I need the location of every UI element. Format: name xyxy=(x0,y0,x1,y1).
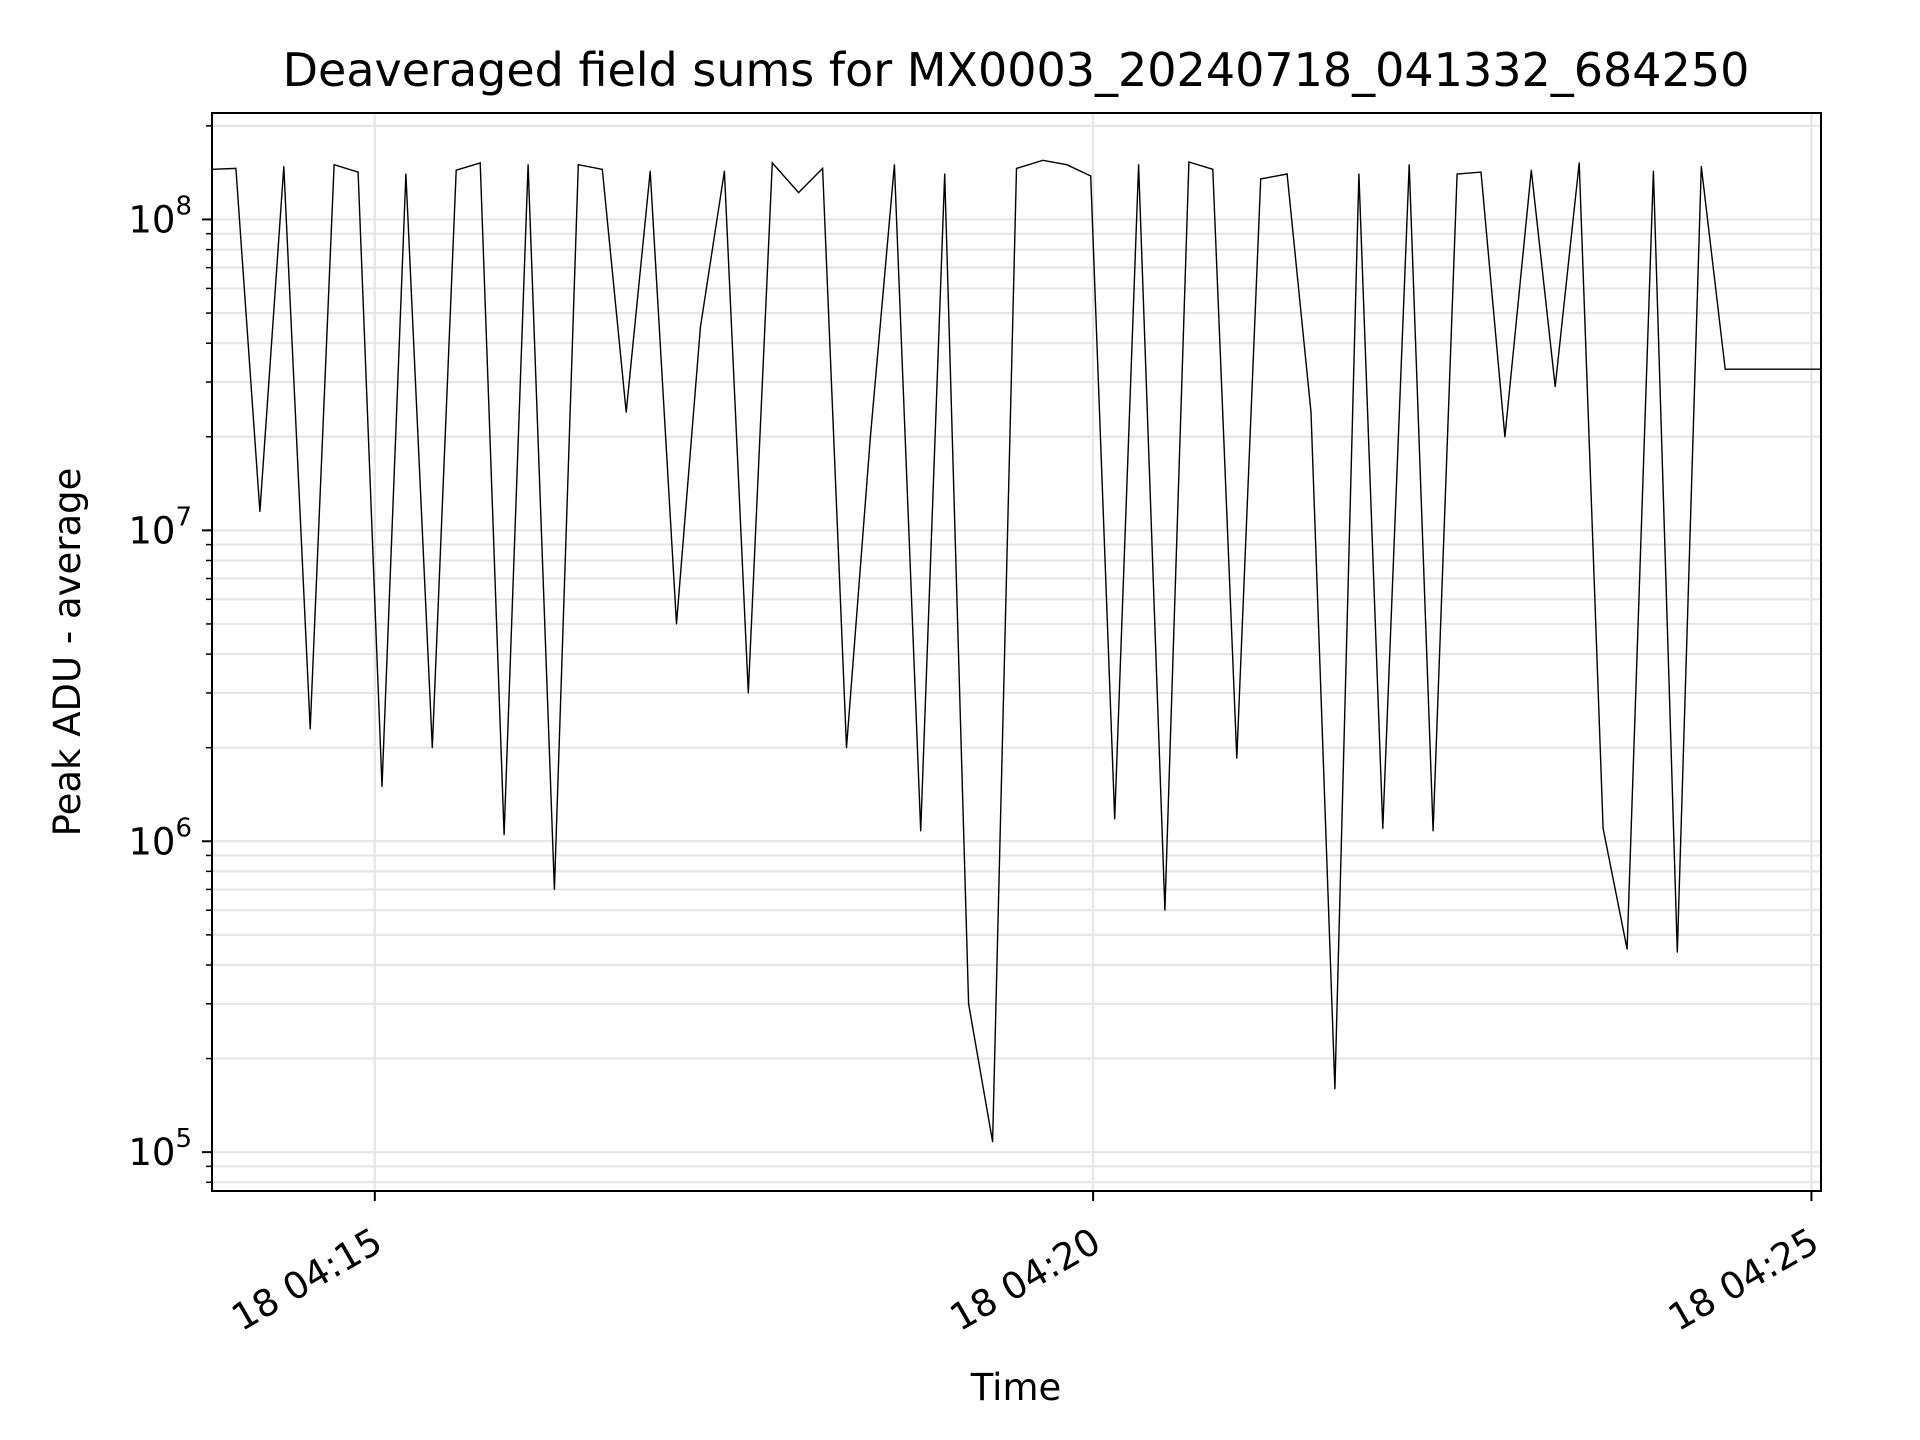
data-point xyxy=(944,173,946,175)
data-point xyxy=(259,510,261,513)
data-point xyxy=(577,164,579,166)
data-point xyxy=(1260,178,1262,180)
data-point xyxy=(845,747,848,749)
minor-gridlines xyxy=(212,124,1821,1184)
data-point xyxy=(968,1003,970,1005)
data-point xyxy=(1432,830,1434,832)
data-point xyxy=(1700,165,1702,168)
data-point xyxy=(1358,173,1360,175)
y-tick-label: 107 xyxy=(128,502,192,552)
data-point xyxy=(503,834,505,836)
data-point xyxy=(992,1141,994,1143)
data-point xyxy=(1578,162,1580,164)
data-point xyxy=(601,168,603,170)
data-point xyxy=(479,162,481,164)
data-point xyxy=(723,170,726,172)
major-gridlines xyxy=(212,113,1821,1191)
data-point xyxy=(455,169,457,171)
data-point xyxy=(1212,168,1214,170)
data-point xyxy=(1382,827,1384,830)
data-point xyxy=(1334,1088,1336,1090)
plot-area xyxy=(212,113,1821,1191)
data-point xyxy=(1480,171,1482,173)
data-point xyxy=(1626,948,1628,950)
series-line xyxy=(211,159,1821,1142)
data-point xyxy=(1652,170,1654,172)
data-point xyxy=(1286,173,1288,175)
data-point xyxy=(1015,167,1018,169)
data-point xyxy=(893,164,896,166)
y-tick-label: 108 xyxy=(128,191,192,241)
data-point xyxy=(1188,161,1190,163)
data-point xyxy=(527,164,529,166)
data-point xyxy=(1042,159,1044,161)
data-point xyxy=(675,623,678,625)
data-point xyxy=(649,170,651,172)
data-point xyxy=(235,167,237,169)
data-point xyxy=(869,436,872,438)
data-point xyxy=(381,785,383,788)
data-point xyxy=(1676,951,1678,953)
data-point xyxy=(822,167,824,169)
data-point xyxy=(333,164,335,166)
data-point xyxy=(1408,164,1410,166)
y-tick-label: 105 xyxy=(128,1124,192,1174)
data-point xyxy=(1164,909,1166,911)
data-point xyxy=(357,171,359,173)
data-point xyxy=(1504,436,1506,438)
data-point xyxy=(1456,173,1458,175)
data-point xyxy=(771,162,773,164)
y-tick-label: 106 xyxy=(128,813,192,863)
data-point xyxy=(553,888,556,891)
data-point xyxy=(625,411,627,413)
data-point xyxy=(1530,169,1532,171)
data-point xyxy=(431,747,433,749)
data-point xyxy=(1602,827,1604,830)
data-point xyxy=(747,692,749,694)
data-point xyxy=(1090,175,1092,177)
y-axis-label: Peak ADU - average xyxy=(46,468,89,837)
data-point xyxy=(920,830,922,832)
data-point xyxy=(405,173,407,175)
x-axis-label: Time xyxy=(970,1366,1062,1409)
data-point xyxy=(1310,411,1312,413)
axes-frame xyxy=(211,112,1822,1192)
data-point xyxy=(1236,757,1238,759)
data-point xyxy=(1066,164,1068,166)
y-axis-ticks: 105 106 107 108 xyxy=(128,125,212,1184)
data-point xyxy=(309,728,311,730)
data-point xyxy=(1138,164,1140,166)
data-point xyxy=(1724,368,1726,370)
data-point xyxy=(798,192,800,194)
chart-title: Deaveraged field sums for MX0003_2024071… xyxy=(283,43,1750,97)
data-point xyxy=(283,165,285,168)
data-point xyxy=(1554,386,1556,388)
data-point xyxy=(1114,818,1116,820)
data-point xyxy=(699,326,702,328)
